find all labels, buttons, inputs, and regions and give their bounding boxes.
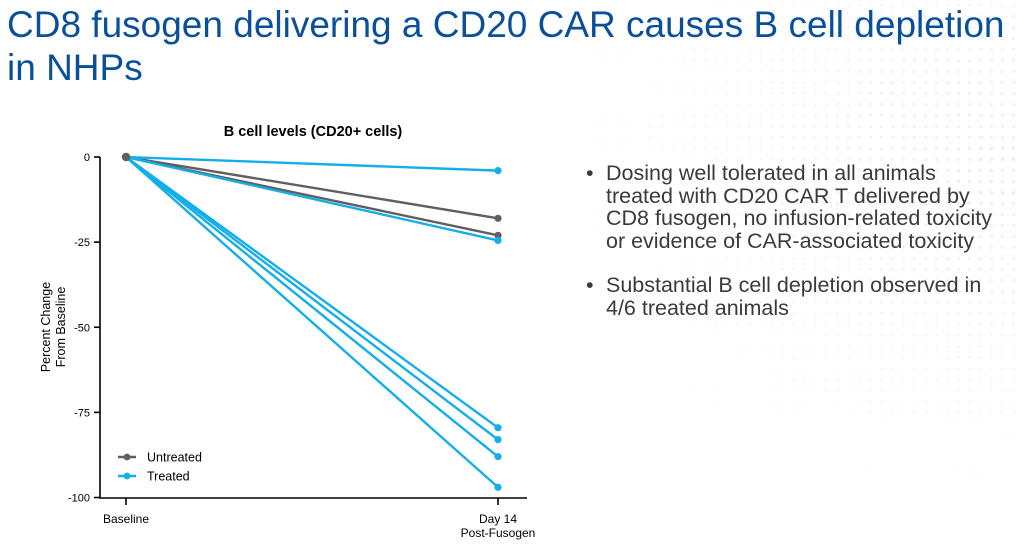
x-tick-label: Post-Fusogen	[461, 526, 536, 540]
y-axis-label: Percent Change From Baseline	[39, 282, 68, 372]
data-point	[494, 436, 502, 444]
y-tick-label: -75	[74, 407, 90, 419]
baseline-point	[121, 152, 131, 162]
legend-item-treated: Treated	[118, 470, 190, 484]
y-tick-label: -100	[68, 493, 90, 505]
b-cell-chart: B cell levels (CD20+ cells) Percent Chan…	[39, 124, 535, 540]
series-line	[125, 155, 499, 220]
y-axis-label-line-2: From Baseline	[54, 287, 68, 368]
series-treated	[122, 153, 502, 491]
series-line	[125, 156, 499, 489]
data-point	[494, 453, 502, 461]
y-tick-label: -50	[74, 322, 90, 334]
data-point	[494, 214, 502, 222]
chart-title: B cell levels (CD20+ cells)	[224, 124, 403, 140]
x-tick-label: Day 14	[479, 512, 517, 526]
chart-legend: Untreated Treated	[118, 451, 202, 484]
data-point	[494, 483, 502, 491]
series-line	[125, 155, 499, 172]
data-point	[494, 236, 502, 245]
data-point	[494, 167, 502, 175]
slide-title: CD8 fusogen delivering a CD20 CAR causes…	[7, 4, 1005, 88]
legend-marker	[123, 453, 131, 461]
y-axis-ticks: 0 -25 -50 -75 -100	[68, 152, 100, 505]
series-lines	[121, 152, 502, 491]
series-line	[125, 156, 499, 458]
x-tick-label: Baseline	[103, 512, 149, 526]
series-line	[125, 156, 499, 441]
legend-marker	[123, 472, 131, 480]
data-point	[494, 231, 502, 239]
legend-label: Treated	[147, 470, 190, 484]
bullet-list: Dosing well tolerated in all animals tre…	[586, 162, 1006, 341]
y-axis-label-line-1: Percent Change	[39, 282, 53, 372]
series-line	[125, 156, 499, 429]
bullet-item: Dosing well tolerated in all animals tre…	[586, 162, 1006, 252]
y-tick-label: -25	[74, 237, 90, 249]
series-treated	[122, 153, 502, 175]
bullet-item: Substantial B cell depletion observed in…	[586, 274, 1006, 319]
data-point	[494, 424, 502, 432]
y-tick-label: 0	[84, 152, 90, 164]
series-line	[125, 155, 499, 242]
legend-label: Untreated	[147, 451, 202, 465]
legend-item-untreated: Untreated	[118, 451, 202, 465]
